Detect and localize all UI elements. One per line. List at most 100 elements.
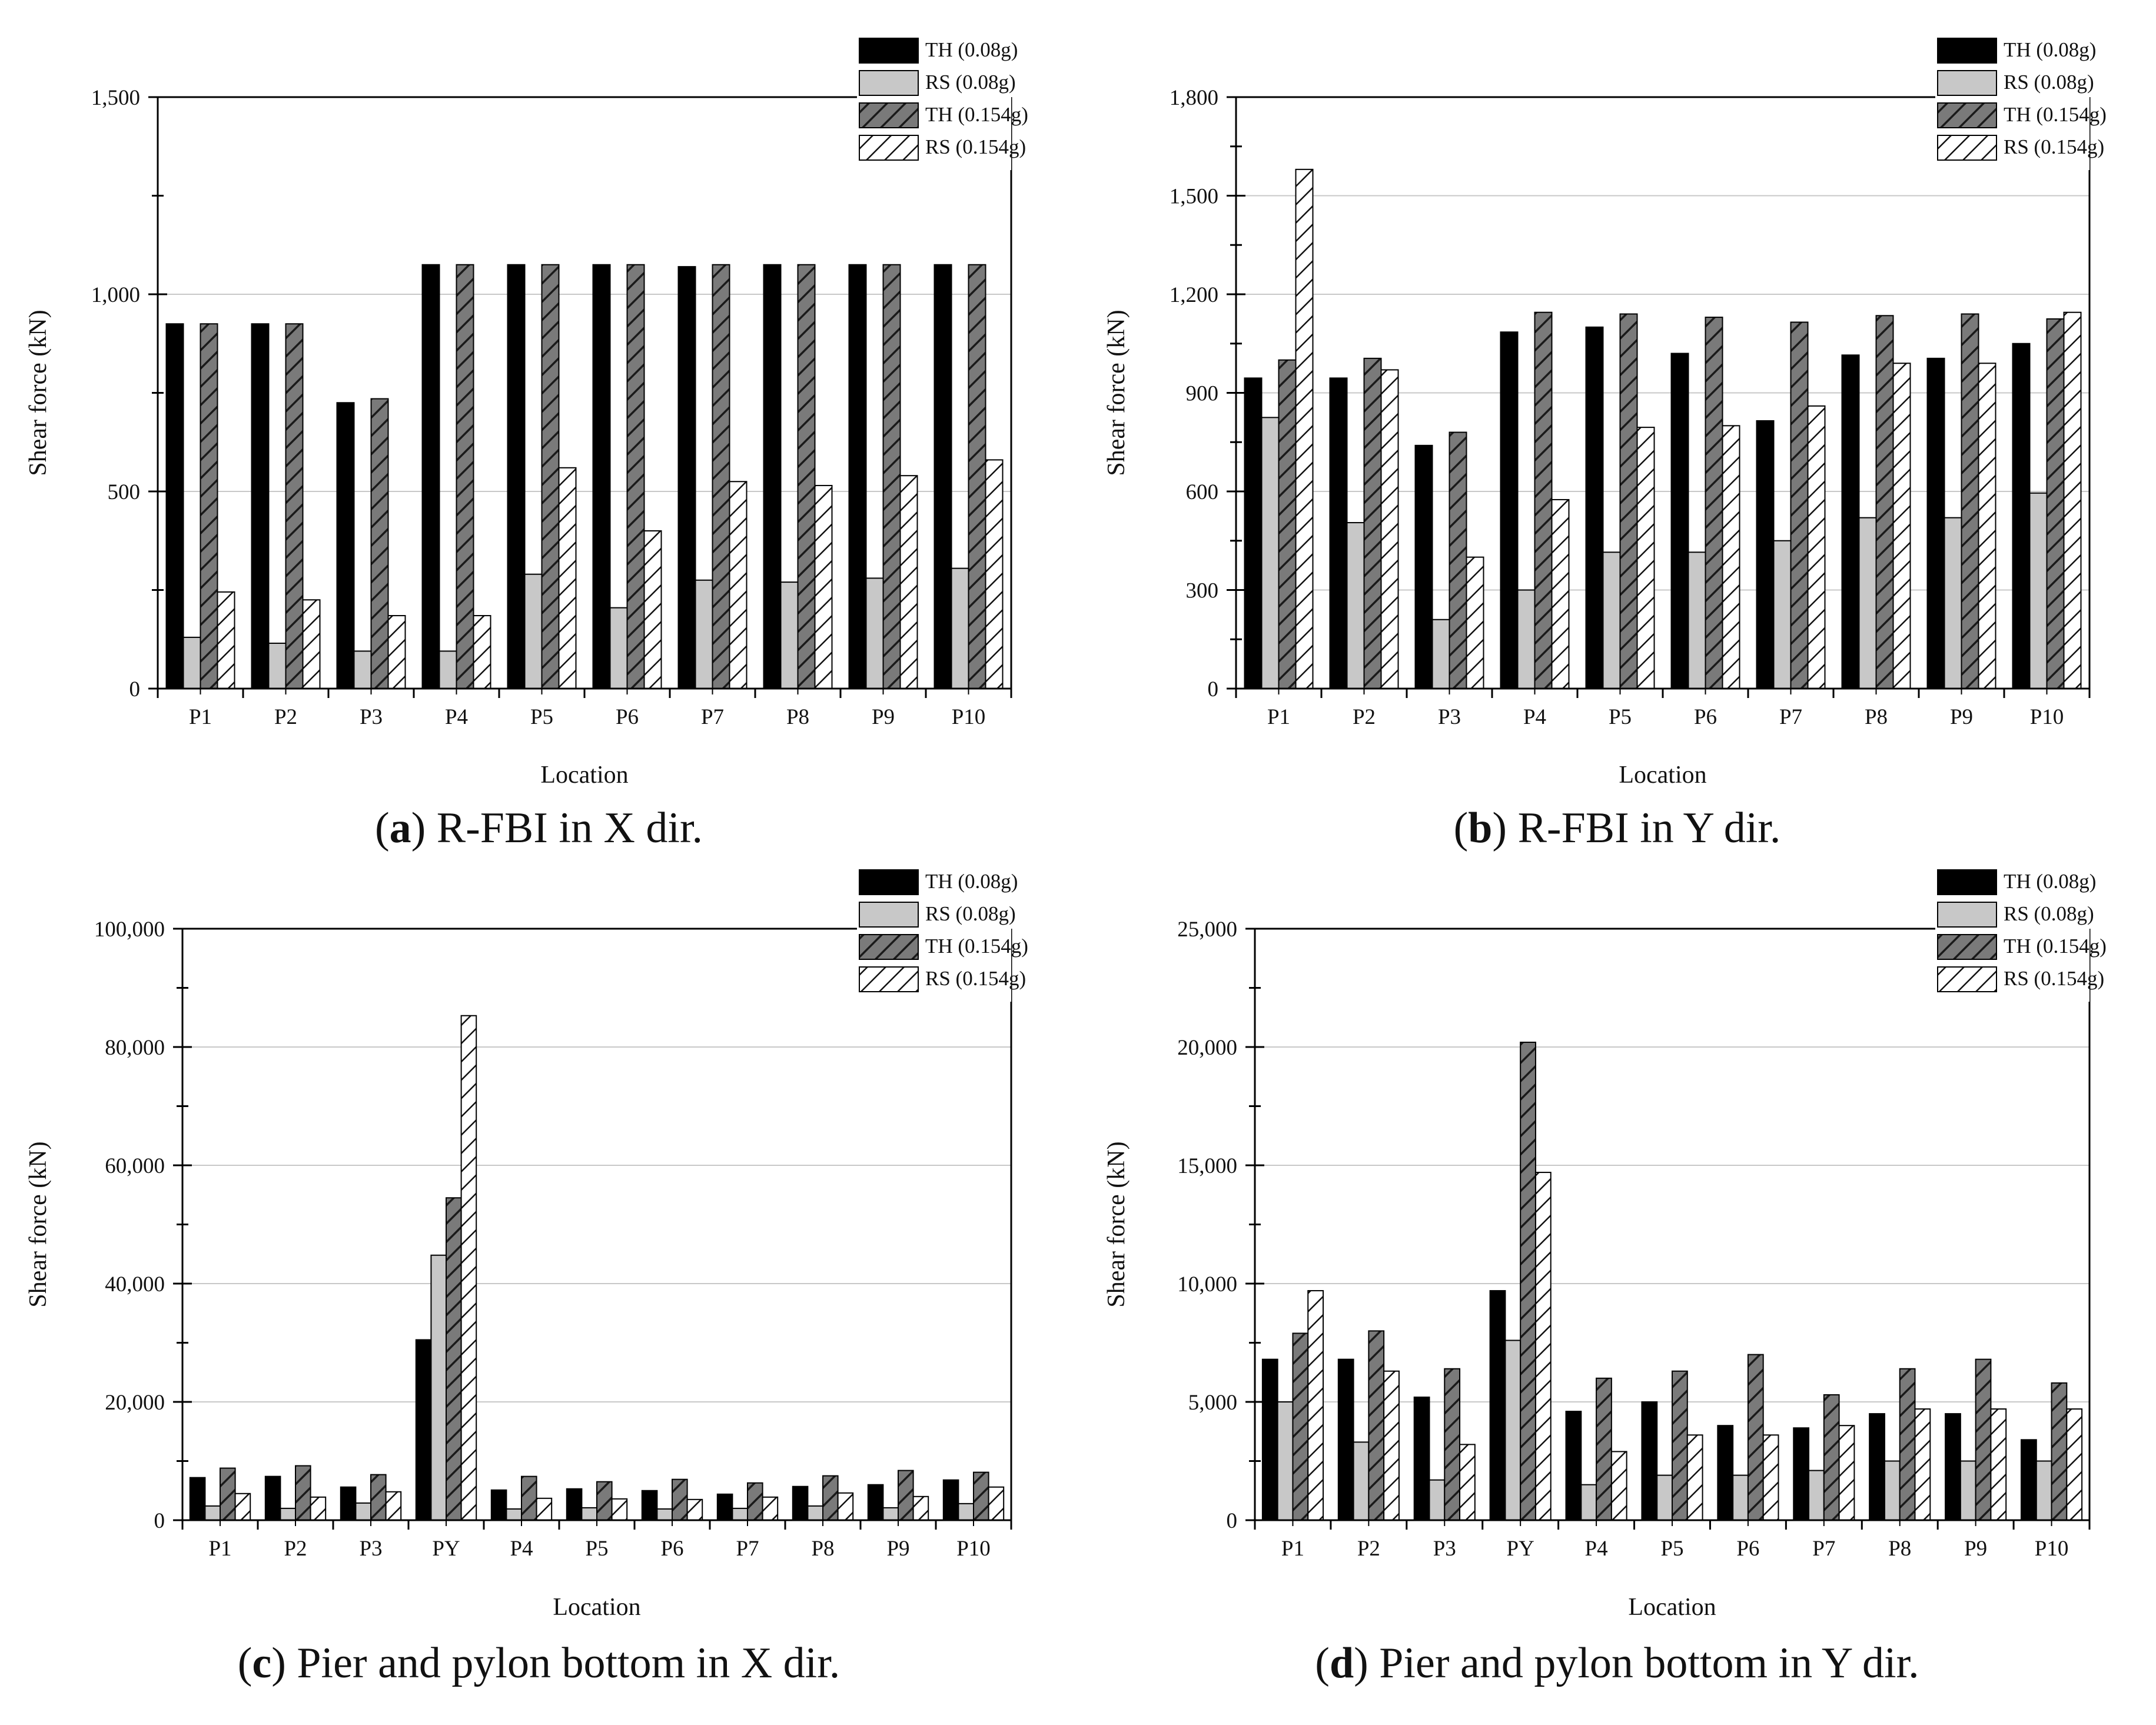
p2-y-tick-label: 20,000	[105, 1391, 165, 1415]
p1-bar-p7-s0	[1756, 420, 1775, 689]
p2-y-tick-label: 100,000	[94, 918, 165, 942]
p0-bar-p8-s2	[797, 264, 816, 689]
p3-y-tick-label: 20,000	[1177, 1036, 1237, 1060]
p1-bar-p9-s1	[1944, 517, 1962, 690]
p1-bar-p4-s2	[1534, 311, 1553, 689]
p2-y-tick-label: 0	[154, 1509, 165, 1533]
p2-bar-p7-s3	[762, 1496, 779, 1521]
p3-bar-p8-s2	[1899, 1368, 1916, 1521]
p3-bar-p6-s3	[1762, 1434, 1779, 1521]
p3-bar-py-s2	[1520, 1041, 1536, 1521]
p1-bar-p2-s0	[1329, 377, 1348, 689]
panel-b: 0 300 600 900 1,200 1,500 1,800 P1 P2 P3 P4 P5 P6 P7 P…	[1078, 0, 2156, 862]
p3-x-tick-label-p8: P8	[1888, 1537, 1911, 1561]
p2-bar-p4-s2	[521, 1475, 537, 1521]
p1-x-tick-label-p2: P2	[1353, 705, 1376, 729]
p3-bar-p3-s3	[1459, 1444, 1476, 1521]
p3-x-tick-label-p3: P3	[1433, 1537, 1456, 1561]
p2-legend-swatch-s1	[859, 902, 919, 928]
p2-bar-p6-s1	[656, 1508, 673, 1521]
p2-y-axis-title: Shear force (kN)	[25, 1141, 52, 1307]
p1-bar-p10-s0	[2012, 343, 2031, 689]
p0-bar-p3-s3	[387, 615, 406, 690]
caption-d: (d) Pier and pylon bottom in Y dir.	[1315, 1639, 1919, 1687]
p3-bar-p6-s0	[1717, 1425, 1734, 1521]
p3-y-axis-title: Shear force (kN)	[1103, 1141, 1130, 1307]
p2-bar-p1-s2	[220, 1467, 236, 1521]
p3-legend-label-s3: RS (0.154g)	[2004, 967, 2104, 990]
p1-y-tick-label: 0	[1208, 677, 1219, 702]
p1-bar-p8-s3	[1892, 363, 1911, 689]
p2-bar-p4-s1	[506, 1508, 523, 1521]
chart-a-svg: 0 500 1,000 1,500 P1 P2 P3 P4 P5 P6 P7 P8 P9 P10 Locat…	[25, 34, 1028, 789]
p2-y-tick-label: 40,000	[105, 1272, 165, 1297]
p2-x-tick-label-p10: P10	[956, 1537, 991, 1561]
caption-c-text: Pier and pylon bottom in X dir.	[285, 1639, 841, 1687]
p0-bar-p1-s1	[182, 636, 201, 690]
p3-bar-py-s0	[1489, 1290, 1506, 1521]
p0-x-tick-label-p7: P7	[701, 705, 724, 729]
p2-x-axis-title: Location	[553, 1594, 640, 1621]
p1-bar-p2-s2	[1363, 357, 1382, 689]
caption-c-letter: c	[252, 1639, 272, 1687]
p2-x-tick-label-p5: P5	[585, 1537, 608, 1561]
p2-bar-py-s2	[446, 1197, 462, 1521]
caption-c: (c) Pier and pylon bottom in X dir.	[237, 1639, 841, 1687]
p3-bar-p8-s1	[1883, 1460, 1901, 1521]
p2-bar-p1-s0	[189, 1477, 206, 1521]
p1-x-axis-title: Location	[1619, 762, 1706, 789]
p3-bar-p7-s0	[1793, 1427, 1810, 1521]
p2-x-tick-label-p3: P3	[359, 1537, 382, 1561]
p0-legend-label-s1: RS (0.08g)	[925, 71, 1016, 94]
p3-x-tick-label-p2: P2	[1357, 1537, 1380, 1561]
p0-bar-p8-s0	[763, 264, 782, 689]
p2-y-tick-label: 80,000	[105, 1036, 165, 1060]
p1-bar-p2-s1	[1346, 522, 1365, 690]
p2-legend-label-s3: RS (0.154g)	[925, 967, 1026, 990]
p2-bar-p4-s0	[490, 1489, 507, 1521]
caption-d-text: Pier and pylon bottom in Y dir.	[1368, 1639, 1919, 1687]
p0-legend-swatch-s0	[859, 38, 919, 64]
p0-bar-p3-s2	[370, 398, 389, 689]
p3-x-tick-label-p6: P6	[1736, 1537, 1759, 1561]
p1-bar-p1-s2	[1278, 359, 1297, 689]
p1-legend-swatch-s0	[1937, 38, 1997, 64]
p2-bar-p2-s2	[295, 1465, 311, 1521]
p1-bar-p8-s1	[1858, 517, 1877, 690]
p1-y-axis-title: Shear force (kN)	[1103, 310, 1130, 476]
p0-bar-p7-s1	[695, 579, 713, 689]
p3-bar-p1-s0	[1261, 1358, 1278, 1521]
p3-x-tick-label-p10: P10	[2035, 1537, 2069, 1561]
p2-bar-py-s1	[430, 1254, 447, 1521]
p0-bar-p1-s3	[217, 591, 235, 689]
p1-bar-p1-s1	[1261, 417, 1280, 689]
p2-x-tick-label-p7: P7	[736, 1537, 759, 1561]
p1-x-tick-label-p1: P1	[1267, 705, 1290, 729]
p3-bar-p2-s1	[1353, 1441, 1370, 1521]
p3-x-tick-label-p7: P7	[1812, 1537, 1835, 1561]
p3-x-axis-title: Location	[1628, 1594, 1716, 1621]
p2-bar-p10-s0	[942, 1479, 959, 1521]
p1-bar-p4-s3	[1551, 498, 1570, 689]
p2-x-tick-label-p9: P9	[886, 1537, 909, 1561]
p1-bar-p8-s0	[1841, 354, 1860, 689]
p2-bar-p8-s1	[807, 1505, 824, 1521]
chart-d-svg: 0 5,000 10,000 15,000 20,000 25,000 P1 P2 P3 PY P4…	[1103, 865, 2107, 1621]
p3-bar-p7-s3	[1838, 1425, 1855, 1521]
p1-x-tick-label-p10: P10	[2030, 705, 2064, 729]
p3-bar-p4-s1	[1580, 1484, 1597, 1521]
p1-bar-p4-s1	[1517, 589, 1536, 689]
p3-bar-p6-s2	[1747, 1354, 1764, 1521]
p3-legend-swatch-s2	[1937, 934, 1997, 960]
p2-bar-p5-s3	[611, 1498, 628, 1521]
p1-bar-p3-s0	[1414, 444, 1433, 689]
p0-bar-p9-s1	[865, 577, 884, 690]
p3-bar-p4-s3	[1610, 1451, 1627, 1521]
p3-bar-p2-s2	[1368, 1330, 1385, 1521]
p1-x-tick-label-p4: P4	[1523, 705, 1546, 729]
chart-b-svg: 0 300 600 900 1,200 1,500 1,800 P1 P2 P3 P4 P5 P6 P7 P…	[1103, 34, 2107, 789]
p0-bar-p4-s2	[456, 264, 474, 689]
p1-bar-p8-s2	[1875, 315, 1894, 689]
p2-legend-swatch-s0	[859, 869, 919, 895]
p0-bar-p5-s3	[558, 467, 577, 689]
